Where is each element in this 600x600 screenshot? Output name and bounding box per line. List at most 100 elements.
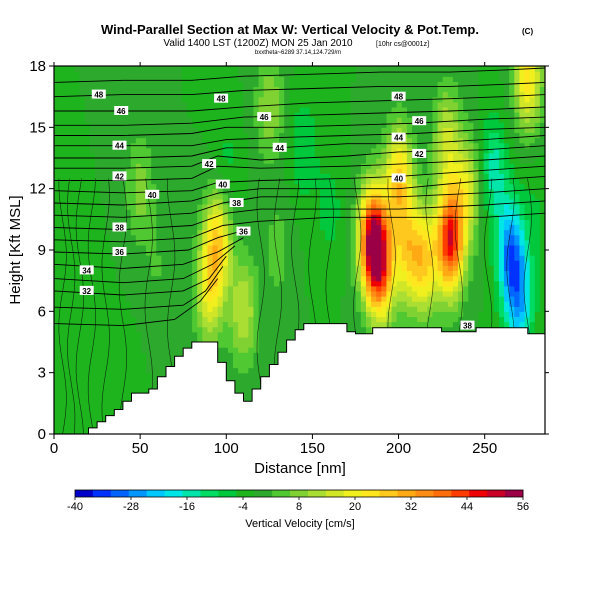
velocity-cell xyxy=(233,76,239,82)
velocity-cell xyxy=(54,393,60,399)
velocity-cell xyxy=(69,306,76,312)
velocity-cell xyxy=(64,163,70,169)
velocity-cell xyxy=(365,158,372,164)
velocity-cell xyxy=(217,86,224,93)
velocity-cell xyxy=(105,239,111,246)
velocity-cell xyxy=(243,255,249,261)
velocity-cell xyxy=(376,311,382,318)
velocity-cell xyxy=(69,209,76,215)
velocity-cell xyxy=(309,117,316,123)
velocity-cell xyxy=(243,301,249,307)
velocity-cell xyxy=(376,66,382,72)
velocity-cell xyxy=(146,331,152,338)
velocity-cell xyxy=(181,147,188,154)
velocity-cell xyxy=(130,193,137,200)
velocity-cell xyxy=(64,183,70,190)
velocity-cell xyxy=(222,224,229,231)
velocity-cell xyxy=(207,306,214,312)
velocity-cell xyxy=(222,86,229,93)
velocity-cell xyxy=(89,362,96,369)
velocity-cell xyxy=(125,168,132,174)
velocity-cell xyxy=(64,285,70,292)
velocity-cell xyxy=(258,250,265,256)
velocity-cell xyxy=(135,362,142,369)
velocity-cell xyxy=(258,163,265,169)
velocity-cell xyxy=(258,239,265,246)
velocity-cell xyxy=(243,117,249,123)
velocity-cell xyxy=(69,255,76,261)
velocity-cell xyxy=(186,173,193,180)
velocity-cell xyxy=(227,336,234,343)
velocity-cell xyxy=(268,137,275,144)
velocity-cell xyxy=(74,423,81,430)
velocity-cell xyxy=(100,377,106,384)
velocity-cell xyxy=(110,219,116,226)
velocity-cell xyxy=(186,296,193,302)
velocity-cell xyxy=(258,178,265,185)
velocity-cell xyxy=(279,260,285,266)
velocity-cell xyxy=(217,316,224,323)
velocity-cell xyxy=(207,234,214,241)
velocity-cell xyxy=(371,321,377,328)
velocity-cell xyxy=(140,66,147,72)
velocity-cell xyxy=(330,142,336,149)
velocity-cell xyxy=(140,178,147,185)
velocity-cell xyxy=(309,91,316,98)
velocity-cell xyxy=(161,316,168,323)
velocity-cell xyxy=(233,66,239,72)
velocity-cell xyxy=(105,178,111,185)
velocity-cell xyxy=(350,142,357,149)
velocity-cell xyxy=(74,260,81,266)
velocity-cell xyxy=(79,357,86,364)
velocity-cell xyxy=(89,398,96,404)
velocity-cell xyxy=(386,173,393,180)
velocity-cell xyxy=(243,382,249,389)
velocity-cell xyxy=(258,331,265,338)
velocity-cell xyxy=(202,296,209,302)
velocity-cell xyxy=(233,71,239,77)
velocity-cell xyxy=(238,71,244,77)
velocity-cell xyxy=(161,127,168,134)
velocity-cell xyxy=(319,224,326,231)
velocity-cell xyxy=(100,66,106,72)
velocity-cell xyxy=(120,372,127,379)
velocity-cell xyxy=(166,96,173,103)
velocity-cell xyxy=(146,219,152,226)
velocity-cell xyxy=(299,301,306,307)
velocity-cell xyxy=(386,183,393,190)
velocity-cell xyxy=(365,127,372,134)
velocity-cell xyxy=(258,285,265,292)
velocity-cell xyxy=(360,290,367,297)
velocity-cell xyxy=(54,96,60,103)
velocity-cell xyxy=(391,244,398,251)
velocity-cell xyxy=(381,101,388,108)
velocity-cell xyxy=(202,81,209,88)
velocity-cell xyxy=(94,183,101,190)
velocity-cell xyxy=(279,270,285,277)
velocity-cell xyxy=(238,321,244,328)
velocity-cell xyxy=(135,193,142,200)
velocity-cell xyxy=(258,122,265,128)
velocity-cell xyxy=(233,377,239,384)
velocity-cell xyxy=(69,270,76,277)
velocity-cell xyxy=(192,244,198,251)
velocity-cell xyxy=(59,101,65,108)
velocity-cell xyxy=(64,326,70,333)
velocity-cell xyxy=(140,311,147,318)
velocity-cell xyxy=(222,275,229,282)
velocity-cell xyxy=(151,352,157,358)
velocity-cell xyxy=(151,81,157,88)
velocity-cell xyxy=(360,326,367,333)
velocity-cell xyxy=(222,280,229,287)
velocity-cell xyxy=(248,382,255,389)
velocity-cell xyxy=(401,168,408,174)
velocity-cell xyxy=(186,342,193,348)
velocity-cell xyxy=(176,255,183,261)
velocity-cell xyxy=(335,122,342,128)
velocity-cell xyxy=(365,219,372,226)
velocity-cell xyxy=(386,71,393,77)
velocity-cell xyxy=(59,86,65,93)
velocity-cell xyxy=(376,188,382,195)
velocity-cell xyxy=(355,255,362,261)
velocity-cell xyxy=(135,204,142,210)
